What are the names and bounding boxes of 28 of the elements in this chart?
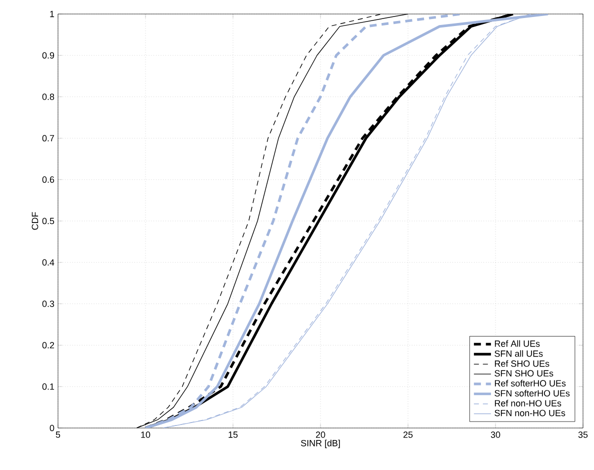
legend-label: Ref non-HO UEs xyxy=(494,400,562,406)
y-tick-label: 1 xyxy=(50,10,54,18)
x-tick-label: 10 xyxy=(141,432,150,438)
x-axis-title: SINR [dB] xyxy=(300,440,340,448)
x-tick-label: 30 xyxy=(490,432,500,438)
y-tick-label: 0.8 xyxy=(42,94,54,100)
legend-label: SFN non-HO UEs xyxy=(494,410,566,416)
legend-label: SFN all UEs xyxy=(494,350,543,357)
y-axis-title: CDF xyxy=(32,212,38,230)
y-tick-label: 0.3 xyxy=(42,300,54,307)
y-tick-label: 0.1 xyxy=(42,383,54,390)
x-tick-label: 20 xyxy=(316,432,326,438)
legend-label: Ref SHO UEs xyxy=(494,360,550,367)
x-tick-label: 25 xyxy=(403,432,413,438)
y-tick-label: 0.4 xyxy=(42,259,54,266)
x-tick-label: 35 xyxy=(578,432,588,438)
y-tick-label: 0.5 xyxy=(42,218,54,224)
y-tick-label: 0.2 xyxy=(42,342,54,348)
legend-label: Ref All UEs xyxy=(494,340,540,347)
x-tick-label: 15 xyxy=(228,432,238,438)
legend-label: SFN softerHO UEs xyxy=(494,390,570,396)
y-tick-label: 0.7 xyxy=(42,135,54,142)
legend-label: SFN SHO UEs xyxy=(494,370,554,377)
y-tick-label: 0 xyxy=(50,424,54,432)
legend-label: Ref softerHO UEs xyxy=(494,380,566,387)
y-tick-label: 0.6 xyxy=(42,176,54,183)
x-tick-label: 5 xyxy=(56,432,60,438)
y-tick-label: 0.9 xyxy=(42,52,54,59)
